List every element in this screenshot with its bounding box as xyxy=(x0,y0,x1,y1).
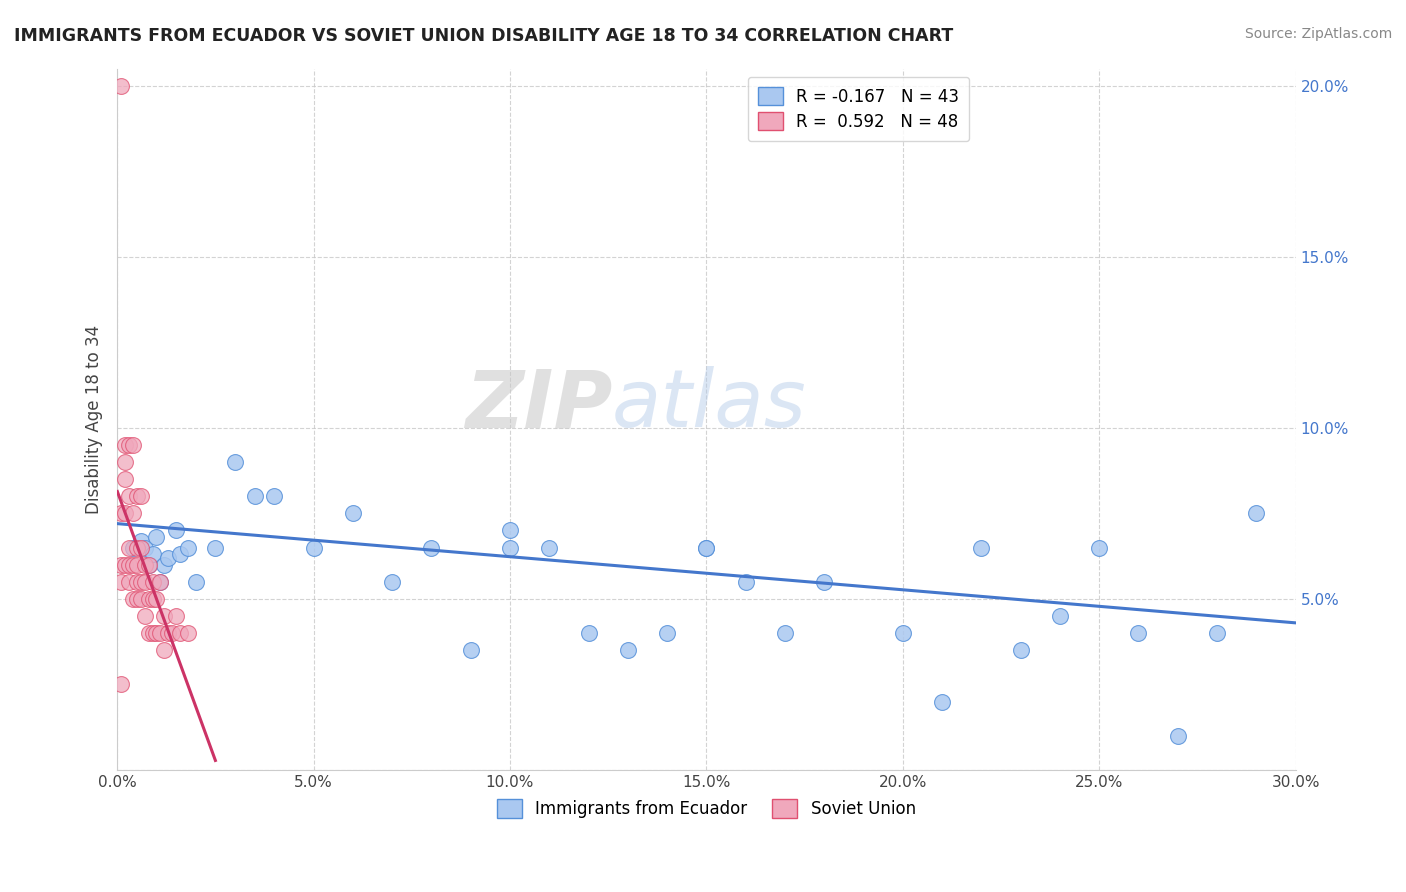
Point xyxy=(460,643,482,657)
Point xyxy=(129,574,152,589)
Point xyxy=(134,541,156,555)
Text: IMMIGRANTS FROM ECUADOR VS SOVIET UNION DISABILITY AGE 18 TO 34 CORRELATION CHAR: IMMIGRANTS FROM ECUADOR VS SOVIET UNION … xyxy=(14,27,953,45)
Point xyxy=(122,591,145,606)
Point xyxy=(122,541,145,555)
Point xyxy=(538,541,561,555)
Point xyxy=(122,438,145,452)
Point xyxy=(578,626,600,640)
Point xyxy=(773,626,796,640)
Point xyxy=(110,574,132,589)
Point xyxy=(1088,541,1111,555)
Point xyxy=(145,530,167,544)
Point xyxy=(153,643,176,657)
Point xyxy=(138,558,160,572)
Point xyxy=(149,574,172,589)
Point xyxy=(160,626,183,640)
Text: atlas: atlas xyxy=(612,367,807,444)
Point xyxy=(110,677,132,691)
Point xyxy=(1128,626,1150,640)
Point xyxy=(1206,626,1229,640)
Point xyxy=(1049,609,1071,624)
Point xyxy=(138,558,160,572)
Point xyxy=(145,626,167,640)
Point xyxy=(169,548,191,562)
Point xyxy=(204,541,226,555)
Point xyxy=(118,489,141,503)
Point xyxy=(970,541,993,555)
Point xyxy=(125,541,148,555)
Point xyxy=(224,455,246,469)
Point xyxy=(114,472,136,486)
Point xyxy=(114,558,136,572)
Legend: Immigrants from Ecuador, Soviet Union: Immigrants from Ecuador, Soviet Union xyxy=(491,793,922,825)
Point xyxy=(114,455,136,469)
Point xyxy=(138,626,160,640)
Point xyxy=(134,609,156,624)
Point xyxy=(129,489,152,503)
Point xyxy=(263,489,285,503)
Point xyxy=(149,574,172,589)
Point xyxy=(420,541,443,555)
Point xyxy=(153,609,176,624)
Point xyxy=(129,591,152,606)
Text: Source: ZipAtlas.com: Source: ZipAtlas.com xyxy=(1244,27,1392,41)
Point xyxy=(157,626,180,640)
Point xyxy=(118,558,141,572)
Point xyxy=(118,574,141,589)
Point xyxy=(118,438,141,452)
Point xyxy=(114,438,136,452)
Point xyxy=(617,643,640,657)
Point xyxy=(165,524,187,538)
Point xyxy=(134,574,156,589)
Point xyxy=(129,541,152,555)
Point xyxy=(125,591,148,606)
Point xyxy=(110,558,132,572)
Point xyxy=(138,591,160,606)
Point xyxy=(118,541,141,555)
Point xyxy=(122,558,145,572)
Point xyxy=(157,550,180,565)
Point xyxy=(165,609,187,624)
Point xyxy=(695,541,717,555)
Point xyxy=(141,626,163,640)
Point xyxy=(125,489,148,503)
Point xyxy=(342,507,364,521)
Point xyxy=(499,524,522,538)
Point xyxy=(149,626,172,640)
Point xyxy=(114,507,136,521)
Point xyxy=(1246,507,1268,521)
Point xyxy=(141,591,163,606)
Point xyxy=(141,574,163,589)
Point xyxy=(655,626,678,640)
Point xyxy=(110,507,132,521)
Point xyxy=(169,626,191,640)
Point xyxy=(243,489,266,503)
Point xyxy=(177,626,200,640)
Point xyxy=(177,541,200,555)
Point xyxy=(734,574,756,589)
Point xyxy=(891,626,914,640)
Point xyxy=(110,78,132,93)
Point xyxy=(141,548,163,562)
Point xyxy=(122,507,145,521)
Point xyxy=(184,574,207,589)
Point xyxy=(1167,729,1189,743)
Point xyxy=(145,591,167,606)
Point xyxy=(499,541,522,555)
Point xyxy=(129,533,152,548)
Point xyxy=(381,574,404,589)
Point xyxy=(153,558,176,572)
Point xyxy=(134,558,156,572)
Point xyxy=(931,695,953,709)
Point xyxy=(813,574,835,589)
Point xyxy=(125,558,148,572)
Point xyxy=(125,574,148,589)
Point xyxy=(302,541,325,555)
Point xyxy=(1010,643,1032,657)
Point xyxy=(695,541,717,555)
Y-axis label: Disability Age 18 to 34: Disability Age 18 to 34 xyxy=(86,325,103,514)
Text: ZIP: ZIP xyxy=(465,367,612,444)
